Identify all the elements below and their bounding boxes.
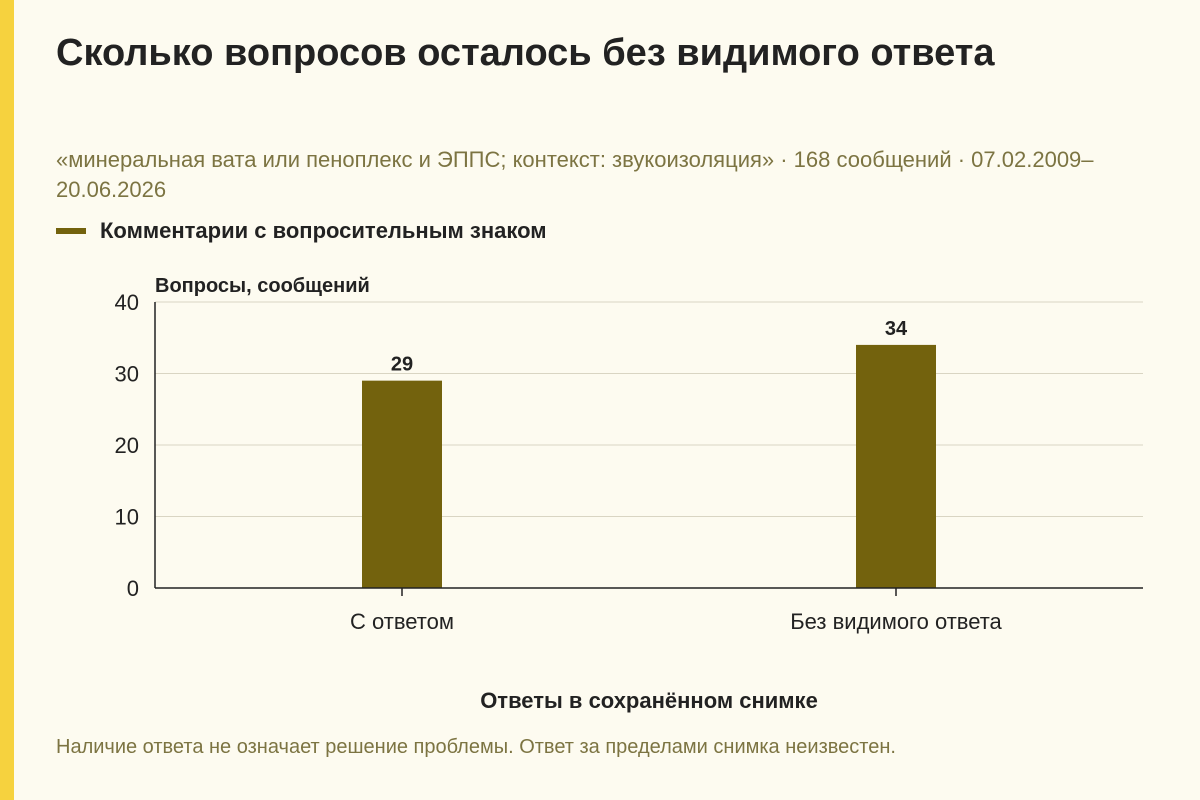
data-label: 29 bbox=[391, 354, 413, 376]
footnote: Наличие ответа не означает решение пробл… bbox=[56, 736, 896, 758]
x-tick-label: С ответом bbox=[350, 609, 454, 634]
legend: Комментарии с вопросительным знаком bbox=[56, 218, 547, 244]
y-tick-label: 10 bbox=[115, 505, 139, 530]
chart-subtitle: «минеральная вата или пеноплекс и ЭППС; … bbox=[56, 147, 1094, 202]
bar bbox=[362, 380, 442, 588]
y-tick-label: 40 bbox=[115, 290, 139, 315]
axis-layer: 0 10 20 30 40 С ответом Без видимого ответа bbox=[115, 290, 1143, 634]
bar-layer: 29 34 bbox=[362, 318, 936, 588]
chart-title: Сколько вопросов осталось без видимого о… bbox=[56, 32, 995, 74]
y-tick-label: 0 bbox=[127, 576, 139, 601]
accent-bar bbox=[0, 0, 14, 800]
grid-layer bbox=[155, 301, 1143, 517]
legend-swatch bbox=[56, 228, 86, 234]
data-label: 34 bbox=[885, 318, 908, 340]
x-axis-title: Ответы в сохранённом снимке bbox=[480, 688, 818, 713]
y-tick-label: 30 bbox=[115, 362, 139, 387]
y-axis-title: Вопросы, сообщений bbox=[155, 275, 370, 297]
bar bbox=[856, 344, 936, 588]
y-tick-label: 20 bbox=[115, 433, 139, 458]
legend-label: Комментарии с вопросительным знаком bbox=[100, 218, 547, 243]
x-tick-label: Без видимого ответа bbox=[790, 609, 1002, 634]
